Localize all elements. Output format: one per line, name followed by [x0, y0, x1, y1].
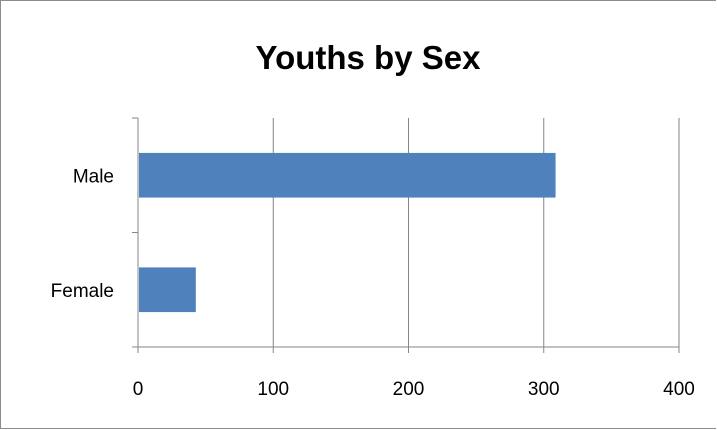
- x-tick-label: 100: [257, 379, 289, 400]
- category-label-female: Female: [51, 281, 114, 302]
- x-tick-label: 0: [133, 379, 144, 400]
- chart-title: Youths by Sex: [256, 39, 482, 76]
- bars: [139, 152, 556, 313]
- bar-female: [139, 267, 196, 313]
- x-tick-label: 300: [528, 379, 560, 400]
- axes: [132, 117, 680, 353]
- x-tick-label: 200: [393, 379, 425, 400]
- x-tick-label: 400: [663, 379, 695, 400]
- gridlines: [272, 118, 680, 347]
- bar-male: [139, 152, 556, 198]
- category-label-male: Male: [73, 166, 114, 187]
- tick-labels: Male Female 0 100 200 300 400: [51, 166, 695, 400]
